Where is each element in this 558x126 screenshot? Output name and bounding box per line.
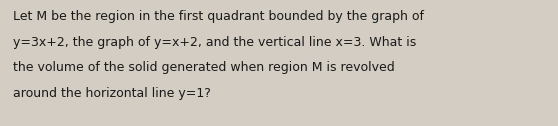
Text: the volume of the solid generated when region M is revolved: the volume of the solid generated when r… <box>13 61 395 74</box>
Text: Let M be the region in the first quadrant bounded by the graph of: Let M be the region in the first quadran… <box>13 10 424 23</box>
Text: y=3x+2, the graph of y=x+2, and the vertical line x=3. What is: y=3x+2, the graph of y=x+2, and the vert… <box>13 36 416 49</box>
Text: around the horizontal line y=1?: around the horizontal line y=1? <box>13 87 211 100</box>
